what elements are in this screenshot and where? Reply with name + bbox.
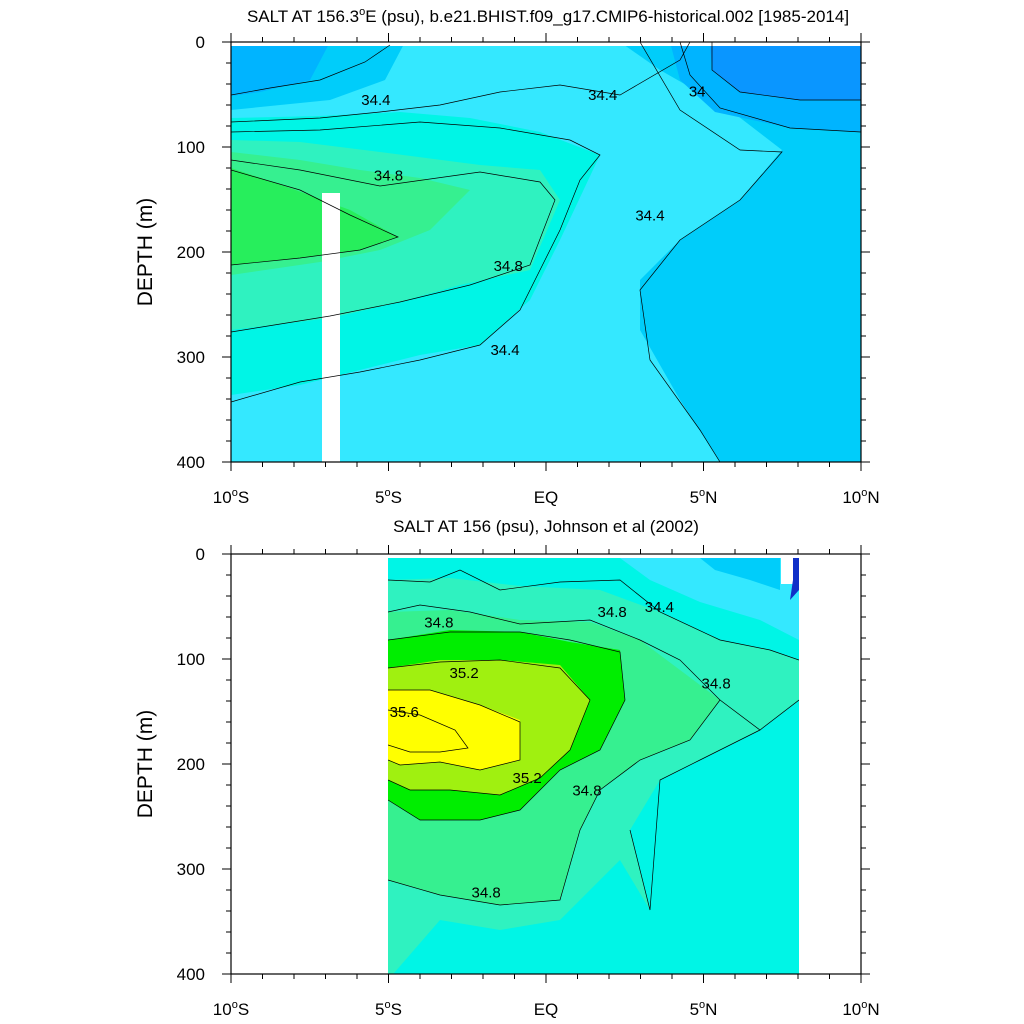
contour-label: 34.4 [361, 92, 390, 109]
contour-line [639, 42, 783, 462]
contour-label: 34 [689, 84, 706, 101]
model-contour-lines [231, 42, 861, 462]
contour-label: 35.2 [449, 665, 478, 682]
x-tick-label: EQ [534, 1000, 559, 1019]
contour-label: 34.8 [472, 884, 501, 901]
contour-label: 35.6 [390, 704, 419, 721]
model-contour-labels: 34.4 34.4 34 34.8 34.4 34.8 34.4 [361, 84, 705, 359]
y-tick-label: 0 [196, 33, 205, 52]
y-tick-label: 0 [196, 545, 205, 564]
y-tick-label: 100 [177, 650, 205, 669]
zone-33.8-34.0-north [710, 42, 861, 100]
x-tick-label: 5oS [375, 999, 402, 1019]
contour-label: 34.8 [598, 604, 627, 621]
y-tick-label: 200 [177, 755, 205, 774]
model-surface-gap [231, 42, 861, 46]
zone-35.2-35.4 [231, 168, 398, 265]
y-tick-label: 400 [177, 965, 205, 984]
model-axes: 0 100 200 300 400 10oS 5oS EQ 5oN 10oN [177, 33, 880, 507]
contour-line [388, 699, 799, 906]
contour-line [231, 159, 556, 333]
contour-label: 34.8 [701, 675, 730, 692]
y-tick-label: 100 [177, 138, 205, 157]
observation-missing-data [781, 558, 793, 584]
contour-line [388, 569, 799, 661]
contour-label: 34.4 [588, 87, 617, 104]
contour-label: 34.8 [374, 168, 403, 185]
contour-label: 35.2 [512, 770, 541, 787]
x-tick-label: 5oS [375, 487, 402, 507]
observation-fresh-patch [790, 558, 799, 600]
y-tick-label: 300 [177, 348, 205, 367]
contour-line [388, 659, 591, 796]
zone-34.0-34.2-south [231, 42, 330, 96]
x-tick-label: EQ [534, 488, 559, 507]
x-tick-label: 10oN [842, 999, 879, 1019]
model-missing-data-column [322, 193, 340, 462]
zone-35.6-35.8 [388, 710, 468, 752]
contour-line [231, 169, 399, 266]
contour-line [231, 44, 391, 96]
contour-line [711, 42, 861, 101]
x-tick-label: 10oN [842, 487, 879, 507]
x-tick-label: 5oN [690, 999, 718, 1019]
contour-line [388, 631, 626, 821]
y-tick-label: 300 [177, 860, 205, 879]
contour-line [231, 121, 601, 403]
model-y-axis-title: DEPTH (m) [134, 198, 157, 307]
observation-contour-labels: 34.8 34.8 34.4 35.2 34.8 35.6 35.2 34.8 34.8 [390, 599, 731, 902]
contour-label: 34.8 [494, 258, 523, 275]
observation-panel: SALT AT 156 (psu), Johnson et al (2002) [134, 517, 880, 1019]
y-tick-label: 200 [177, 243, 205, 262]
x-tick-label: 10oS [213, 999, 249, 1019]
model-panel: SALT AT 156.3oE (psu), b.e21.BHIST.f09_g… [134, 6, 880, 507]
contour-label: 34.4 [635, 208, 664, 225]
zone-34.2-34.4-north [620, 42, 861, 462]
contour-line [629, 729, 761, 911]
contour-line [388, 689, 521, 771]
x-tick-label: 10oS [213, 487, 249, 507]
contour-line [388, 604, 721, 701]
observation-y-axis-title: DEPTH (m) [134, 710, 157, 819]
contour-line [231, 42, 691, 123]
x-tick-label: 5oN [690, 487, 718, 507]
observation-panel-title: SALT AT 156 (psu), Johnson et al (2002) [393, 517, 699, 536]
model-panel-title: SALT AT 156.3oE (psu), b.e21.BHIST.f09_g… [247, 6, 849, 26]
contour-label: 34.8 [572, 783, 601, 800]
contour-line [679, 42, 861, 133]
y-tick-label: 400 [177, 453, 205, 472]
zone-34.0-34.2 [700, 558, 780, 590]
observation-contour-fill [388, 558, 799, 974]
model-contour-fill [231, 42, 861, 462]
contour-line [388, 709, 469, 753]
contour-label: 34.8 [424, 615, 453, 632]
observation-contour-lines [388, 569, 799, 911]
contour-label: 34.4 [645, 599, 674, 616]
observation-axes: 0 100 200 300 400 10oS 5oS EQ 5oN 10oN [177, 545, 880, 1019]
contour-label: 34.4 [490, 342, 519, 359]
